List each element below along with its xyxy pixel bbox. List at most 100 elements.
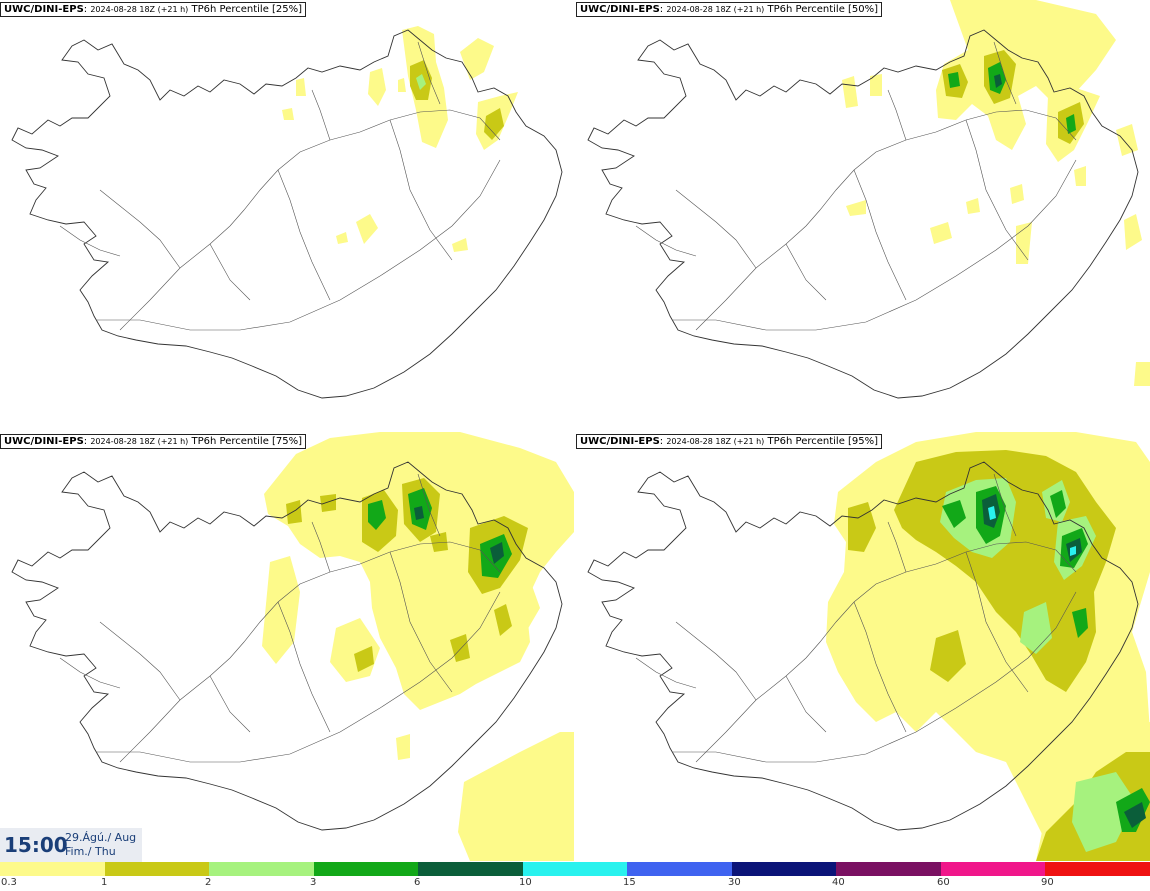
legend-swatch <box>836 862 941 876</box>
road-line <box>993 473 1017 537</box>
road-line <box>311 521 331 573</box>
road-line <box>209 675 251 733</box>
road-line <box>853 169 907 301</box>
coastline <box>11 29 563 399</box>
legend-tick-label: 15 <box>623 877 636 888</box>
precip-area <box>1072 772 1136 852</box>
precip-area <box>398 78 406 92</box>
precip-area <box>368 500 386 530</box>
road-line <box>993 41 1017 105</box>
precip-area <box>282 108 294 120</box>
precip-area <box>1010 184 1024 204</box>
road-line <box>417 473 441 537</box>
precip-fill <box>282 26 518 252</box>
map-panel-p95: UWC/DINI-EPS: 2024-08-28 18Z (+21 h) TP6… <box>576 432 1150 861</box>
precip-area <box>1134 362 1150 386</box>
precip-area <box>356 214 378 244</box>
road-line <box>672 591 1077 763</box>
precip-area <box>460 38 494 80</box>
precip-area <box>848 502 876 552</box>
precip-area <box>1072 608 1088 638</box>
map-panel-p75: UWC/DINI-EPS: 2024-08-28 18Z (+21 h) TP6… <box>0 432 574 861</box>
precip-area <box>948 72 960 88</box>
road-line <box>887 521 907 573</box>
legend-swatch <box>104 862 210 876</box>
precip-area <box>286 500 302 524</box>
precip-area <box>430 532 448 552</box>
panel-title: UWC/DINI-EPS: 2024-08-28 18Z (+21 h) TP6… <box>0 2 307 17</box>
road-line <box>389 551 453 693</box>
precip-area <box>264 432 574 710</box>
precip-area <box>458 732 574 861</box>
precip-area <box>930 630 966 682</box>
precip-area <box>936 0 1116 150</box>
legend-swatch <box>731 862 837 876</box>
precip-map <box>11 26 563 399</box>
road-line <box>96 159 501 331</box>
road-line <box>99 621 181 701</box>
precip-area <box>842 76 858 108</box>
road-line <box>209 243 251 301</box>
legend-swatch <box>313 862 419 876</box>
panel-title: UWC/DINI-EPS: 2024-08-28 18Z (+21 h) TP6… <box>0 434 307 449</box>
precip-area <box>330 618 380 682</box>
road-line <box>785 675 827 733</box>
coastline <box>587 29 1139 399</box>
legend-swatch <box>209 862 314 876</box>
legend-swatch <box>0 862 105 876</box>
precip-fill <box>842 0 1150 386</box>
precip-area <box>1066 114 1076 134</box>
road-line <box>277 601 331 733</box>
road-line <box>119 541 501 763</box>
precip-area <box>930 222 952 244</box>
road-line <box>887 89 907 141</box>
road-line <box>853 601 907 733</box>
precip-area <box>942 500 966 528</box>
legend-tick-label: 3 <box>310 877 317 888</box>
precip-area <box>484 108 504 140</box>
precip-area <box>1124 802 1146 828</box>
precip-area <box>846 200 866 216</box>
precip-area <box>1070 546 1076 556</box>
legend-tick-label: 6 <box>414 877 421 888</box>
precip-area <box>414 506 424 520</box>
precip-area <box>1116 124 1138 156</box>
legend-tick-label: 90 <box>1041 877 1054 888</box>
precip-area <box>368 68 386 106</box>
road-line <box>59 225 121 257</box>
precip-area <box>870 74 882 96</box>
road-line <box>965 119 1029 261</box>
iceland-outline <box>11 461 563 831</box>
valid-time: 15:00 <box>4 833 68 857</box>
precip-area <box>494 604 512 636</box>
legend-tick-label: 30 <box>728 877 741 888</box>
legend-swatch <box>418 862 523 876</box>
road-line <box>277 169 331 301</box>
precip-color-legend <box>0 862 1150 876</box>
road-line <box>99 189 181 269</box>
precip-area <box>396 734 410 760</box>
precip-map <box>587 0 1150 399</box>
road-line <box>635 657 697 689</box>
iceland-outline <box>587 29 1139 399</box>
legend-tick-label: 2 <box>205 877 212 888</box>
precip-area <box>354 646 374 672</box>
legend-tick-label: 40 <box>832 877 845 888</box>
road-line <box>785 243 827 301</box>
map-panel-p50: UWC/DINI-EPS: 2024-08-28 18Z (+21 h) TP6… <box>576 0 1150 429</box>
precip-fill <box>262 432 574 861</box>
road-line <box>96 591 501 763</box>
precip-map <box>11 432 574 861</box>
precip-area <box>452 238 468 252</box>
legend-tick-label: 10 <box>519 877 532 888</box>
precip-area <box>1124 214 1142 250</box>
precip-area <box>416 74 426 90</box>
precip-area <box>966 198 980 214</box>
legend-swatch <box>627 862 732 876</box>
legend-swatch <box>1045 862 1150 876</box>
road-line <box>695 109 1077 331</box>
road-line <box>389 119 453 261</box>
road-line <box>119 109 501 331</box>
valid-date: 29.Ágú./ Aug Fim./ Thu <box>65 831 137 858</box>
road-line <box>311 89 331 141</box>
